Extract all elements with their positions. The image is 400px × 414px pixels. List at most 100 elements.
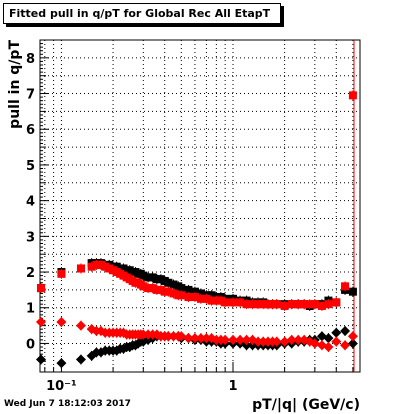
y-tick-label: 7 [26, 88, 35, 103]
data-point-diamond [189, 333, 200, 344]
data-point-square [207, 296, 216, 305]
data-point-square [139, 271, 148, 280]
data-point-diamond [241, 340, 252, 351]
data-point-diamond [309, 338, 320, 349]
data-point-diamond [227, 334, 238, 345]
data-point-diamond [183, 333, 194, 344]
data-point-square [152, 275, 161, 284]
data-point-square [144, 273, 153, 282]
data-point-diamond [347, 331, 358, 342]
data-point-square [300, 300, 309, 309]
data-point-diamond [241, 334, 252, 345]
data-point-diamond [286, 334, 297, 345]
y-tick-label: 3 [26, 230, 35, 245]
data-point-square [169, 280, 178, 289]
data-point-square [177, 291, 186, 300]
x-axis-title: pT/|q| (GeV/c) [252, 397, 360, 413]
y-tick-label: 1 [26, 302, 35, 317]
data-point-square [196, 289, 205, 298]
data-point-square [152, 285, 161, 294]
y-tick-label: 0 [26, 337, 35, 352]
data-point-diamond [253, 336, 264, 347]
data-point-square [268, 300, 277, 309]
data-point-square [190, 287, 199, 296]
data-point-square [101, 262, 110, 271]
timestamp-footer: Wed Jun 7 18:12:03 2017 [4, 399, 131, 409]
data-point-diamond [163, 331, 174, 342]
data-point-square [264, 300, 273, 309]
data-point-square [228, 298, 237, 307]
data-point-diamond [347, 338, 358, 349]
data-point-diamond [271, 336, 282, 347]
data-point-diamond [279, 336, 290, 347]
data-point-square [96, 260, 105, 269]
data-point-square [341, 282, 350, 291]
y-tick-label: 5 [26, 159, 35, 174]
data-point-diamond [56, 358, 67, 369]
data-point-square [212, 296, 221, 305]
data-point-square [216, 296, 225, 305]
data-point-square [242, 300, 251, 309]
data-point-diamond [75, 320, 86, 331]
y-tick-label: 6 [26, 123, 35, 138]
data-point-square [324, 300, 333, 309]
data-point-square [57, 269, 66, 278]
data-point-square [207, 291, 216, 300]
data-point-diamond [340, 325, 351, 336]
y-tick-label: 4 [26, 195, 35, 210]
data-point-square [287, 300, 296, 309]
data-point-square [332, 298, 341, 307]
data-point-square [202, 294, 211, 303]
y-tick-label: 2 [26, 266, 35, 281]
data-point-square [169, 289, 178, 298]
data-point-diamond [195, 333, 206, 344]
data-point-diamond [220, 334, 231, 345]
plot-frame [39, 39, 361, 373]
data-point-diamond [201, 333, 212, 344]
data-point-diamond [35, 354, 46, 365]
data-point-square [317, 301, 326, 310]
data-point-square [92, 260, 101, 269]
data-point-square [36, 284, 45, 293]
data-point-square [280, 301, 289, 310]
data-point-square [184, 293, 193, 302]
data-point-diamond [75, 354, 86, 365]
data-point-square [144, 284, 153, 293]
data-point-square [248, 300, 257, 309]
data-point-diamond [323, 342, 334, 353]
data-point-diamond [331, 327, 342, 338]
data-point-square [164, 278, 173, 287]
data-point-diamond [35, 317, 46, 328]
data-point-square [221, 298, 230, 307]
data-point-square [148, 273, 157, 282]
data-point-square [190, 293, 199, 302]
data-point-square [259, 300, 268, 309]
data-point-square [254, 300, 263, 309]
data-point-square [310, 300, 319, 309]
data-point-square [139, 282, 148, 291]
y-axis-title: pull in q/pT [7, 40, 23, 129]
data-point-diamond [340, 340, 351, 351]
data-point-square [148, 284, 157, 293]
data-point-diamond [323, 333, 334, 344]
chart-title: Fitted pull in q/pT for Global Rec All E… [3, 3, 281, 24]
data-point-square [184, 285, 193, 294]
data-point-diamond [331, 336, 342, 347]
data-point-square [305, 300, 314, 309]
data-point-square [76, 264, 85, 273]
data-point-square [272, 300, 281, 309]
x-tick-label: 1 [228, 379, 237, 394]
data-point-square [236, 298, 245, 307]
data-point-diamond [176, 331, 187, 342]
data-point-square [177, 284, 186, 293]
data-point-diamond [235, 334, 246, 345]
data-point-square [196, 294, 205, 303]
data-point-square [348, 287, 357, 296]
data-point-diamond [293, 334, 304, 345]
data-point-square [348, 91, 357, 100]
data-point-square [294, 300, 303, 309]
data-point-diamond [56, 317, 67, 328]
x-tick-label: 10⁻¹ [46, 379, 77, 394]
